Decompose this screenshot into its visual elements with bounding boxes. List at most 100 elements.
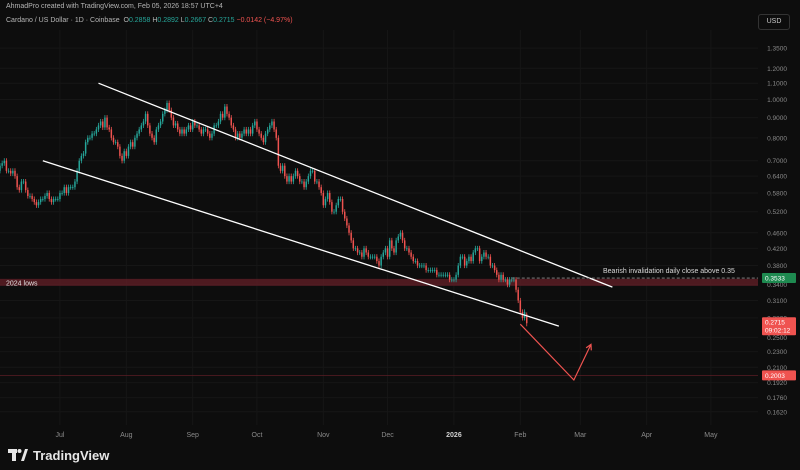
grid (0, 30, 758, 425)
candle-body (224, 106, 226, 118)
candle-body (262, 137, 265, 143)
y-tick-label: 1.2000 (767, 66, 787, 73)
projection-arrowhead (585, 343, 592, 351)
y-tick-label: 0.9000 (767, 115, 787, 122)
candle-body (104, 117, 106, 128)
y-tick-label: 0.3400 (767, 282, 787, 289)
candle-body (279, 165, 282, 171)
candle-body (63, 187, 65, 194)
candle-body (206, 129, 209, 134)
price-chart[interactable]: 2024 lows Bearish invalidation daily clo… (0, 0, 800, 442)
candle-body (352, 240, 355, 249)
candle-body (65, 187, 68, 194)
candle-body (316, 181, 318, 183)
candle-body (129, 142, 132, 147)
projection-path (519, 323, 592, 382)
candle-body (27, 190, 29, 196)
candle-body (241, 133, 243, 138)
candle-body (140, 125, 143, 130)
low-label: L (180, 17, 185, 24)
y-tick-label: 1.1000 (767, 81, 787, 88)
candle-body (365, 248, 367, 253)
candle-body (215, 125, 218, 127)
candle-body (519, 300, 522, 312)
countdown-text: 09:02:12 (765, 328, 791, 335)
candle-body (416, 261, 419, 266)
candle-body (391, 240, 393, 249)
candle-body (354, 248, 357, 250)
candle-body (481, 256, 483, 262)
candle-body (311, 170, 314, 172)
y-tick-label: 0.4200 (767, 246, 787, 253)
candle-body (7, 170, 10, 172)
low-price-tag (762, 370, 796, 381)
candle-body (157, 125, 160, 130)
candle-body (31, 195, 33, 200)
y-tick-label: 0.4600 (767, 230, 787, 237)
y-tick-label: 0.2300 (767, 349, 787, 356)
channel-line-upper (98, 82, 613, 288)
axes: 1.3500 1.2000 1.1000 1.0000 0.9000 0.8000 0.70… (55, 46, 796, 439)
x-tick-label: Nov (317, 432, 330, 439)
lows-zone (0, 278, 758, 286)
candle-body (339, 199, 342, 200)
candle-body (453, 279, 455, 281)
candle-body (380, 256, 382, 266)
candle-body (155, 129, 158, 143)
candle-body (168, 103, 170, 111)
candle-body (376, 256, 378, 262)
candle-body (436, 270, 438, 275)
candle-body (446, 274, 449, 276)
candle-body (176, 123, 179, 130)
candle-body (172, 117, 175, 126)
footer: TradingView (0, 442, 800, 470)
candle-body (496, 270, 498, 275)
candle-body (476, 248, 479, 250)
y-tick-label: 0.1920 (767, 380, 787, 387)
candle-body (166, 103, 168, 111)
x-tick-label: Apr (641, 432, 653, 439)
candle-body (228, 113, 230, 118)
candle-body (33, 199, 36, 203)
candle-body (232, 125, 235, 130)
candle-body (14, 170, 16, 177)
candle-body (61, 193, 63, 194)
candle-body (217, 121, 220, 126)
candle-body (500, 274, 502, 280)
tradingview-logo[interactable]: TradingView (8, 448, 109, 463)
candle-body (281, 165, 284, 171)
candle-body (3, 160, 6, 164)
candle-body (18, 187, 21, 191)
candle-body (209, 133, 211, 138)
candle-body (256, 121, 258, 130)
candle-body (294, 170, 297, 177)
candle-body (144, 113, 147, 122)
candle-body (37, 202, 40, 206)
candle-body (5, 160, 8, 171)
candle-body (403, 240, 406, 249)
candle-body (408, 248, 410, 253)
candle-body (219, 113, 222, 122)
y-tick-label: 0.2100 (767, 365, 787, 372)
candle-body (504, 279, 507, 281)
candle-body (170, 110, 173, 118)
candle-body (401, 232, 404, 241)
candle-body (29, 195, 31, 197)
candle-body (204, 129, 207, 131)
symbol-name[interactable]: Cardano / US Dollar · 1D · Coinbase (6, 17, 120, 24)
candle-body (425, 265, 427, 271)
candle-body (350, 232, 352, 241)
candle-body (493, 265, 496, 271)
candle-body (461, 256, 464, 258)
candle-body (358, 252, 361, 254)
candle-body (284, 165, 286, 177)
candle-body (363, 248, 365, 257)
candle-body (50, 199, 53, 203)
candle-body (459, 256, 462, 266)
candle-body (433, 270, 436, 271)
candle-body (331, 202, 333, 212)
candle-body (93, 133, 95, 135)
candle-body (442, 274, 444, 276)
currency-button[interactable]: USD (758, 14, 790, 30)
candle-body (290, 176, 292, 182)
